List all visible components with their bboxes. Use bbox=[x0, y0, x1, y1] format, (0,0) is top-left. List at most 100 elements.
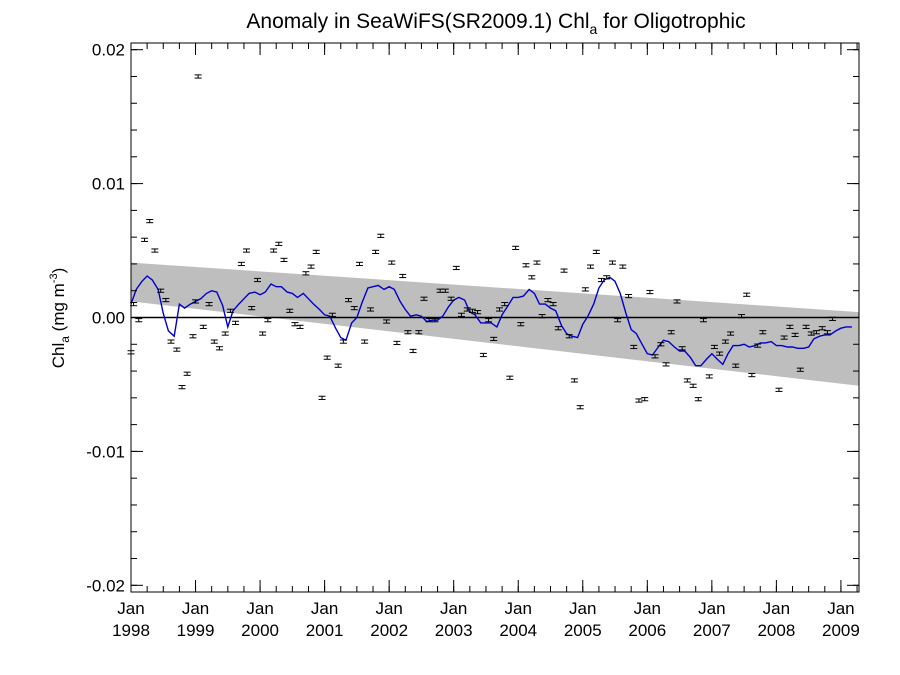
x-tick-label-year: 2006 bbox=[628, 621, 666, 640]
data-point bbox=[141, 237, 149, 242]
x-tick-label-year: 2003 bbox=[435, 621, 473, 640]
data-point bbox=[167, 339, 175, 344]
data-point bbox=[286, 308, 294, 313]
data-point bbox=[738, 314, 746, 319]
data-point bbox=[603, 275, 611, 280]
data-point bbox=[479, 352, 487, 358]
data-point bbox=[275, 241, 283, 246]
data-point bbox=[657, 342, 665, 347]
data-point bbox=[576, 405, 584, 410]
data-point bbox=[237, 261, 245, 267]
data-point bbox=[366, 307, 374, 312]
data-point bbox=[743, 292, 751, 297]
x-tick-label-year: 1999 bbox=[177, 621, 215, 640]
data-point bbox=[625, 293, 633, 299]
x-tick-label-year: 2000 bbox=[241, 621, 279, 640]
data-point bbox=[538, 314, 546, 319]
data-point bbox=[323, 355, 331, 360]
data-point bbox=[560, 268, 568, 273]
data-point bbox=[264, 318, 272, 323]
x-tick-label-month: Jan bbox=[375, 599, 402, 618]
x-tick-label-month: Jan bbox=[569, 599, 596, 618]
data-point bbox=[205, 302, 213, 307]
y-tick-label: 0.00 bbox=[92, 309, 125, 328]
data-point bbox=[226, 308, 234, 313]
data-point bbox=[318, 395, 326, 400]
data-point bbox=[646, 289, 654, 295]
data-point bbox=[651, 354, 659, 359]
x-tick-label-year: 2008 bbox=[757, 621, 795, 640]
data-point bbox=[302, 271, 310, 276]
data-point bbox=[189, 334, 197, 339]
x-tick-label-month: Jan bbox=[440, 599, 467, 618]
data-point bbox=[641, 397, 649, 402]
data-point bbox=[199, 324, 207, 329]
data-point bbox=[592, 249, 600, 254]
data-point bbox=[721, 339, 729, 344]
data-point bbox=[619, 264, 627, 269]
x-tick-label-year: 2007 bbox=[693, 621, 731, 640]
smooth-line-layer bbox=[130, 275, 852, 367]
data-point bbox=[221, 331, 229, 336]
data-point bbox=[232, 320, 240, 325]
x-tick-label-year: 2002 bbox=[370, 621, 408, 640]
data-point bbox=[608, 260, 616, 265]
data-point bbox=[372, 249, 380, 254]
data-point bbox=[716, 351, 724, 356]
data-point bbox=[194, 74, 202, 79]
data-point bbox=[344, 297, 352, 303]
data-point bbox=[748, 372, 756, 378]
data-point bbox=[786, 324, 794, 329]
data-point bbox=[135, 318, 143, 323]
data-point bbox=[452, 265, 460, 271]
data-point bbox=[694, 397, 702, 402]
data-point bbox=[270, 248, 278, 253]
data-point bbox=[544, 297, 552, 303]
data-point bbox=[517, 322, 525, 327]
data-point bbox=[490, 336, 498, 342]
tick-labels-layer: -0.02 -0.01 0.00 0.01 0.02 Jan 1998 Jan 1999 Jan 2… bbox=[86, 41, 860, 640]
data-point bbox=[635, 398, 643, 403]
data-point bbox=[210, 339, 218, 344]
data-point bbox=[614, 318, 622, 323]
data-point bbox=[146, 218, 154, 224]
data-point bbox=[151, 248, 159, 253]
data-point bbox=[683, 378, 691, 383]
data-point bbox=[192, 299, 200, 304]
data-point bbox=[732, 363, 740, 368]
data-point bbox=[522, 263, 530, 268]
data-point bbox=[388, 260, 396, 265]
x-tick-label-month: Jan bbox=[763, 599, 790, 618]
data-point bbox=[549, 302, 557, 307]
y-tick-label: 0.02 bbox=[92, 41, 125, 60]
data-point bbox=[512, 245, 520, 250]
data-point bbox=[485, 318, 493, 323]
data-point bbox=[468, 308, 476, 313]
y-axis-label: Chla (mg m-3) bbox=[48, 268, 72, 369]
data-point bbox=[829, 316, 837, 321]
data-point bbox=[673, 299, 681, 304]
axes-layer bbox=[130, 42, 860, 593]
data-point bbox=[710, 344, 718, 350]
chart-title-subscript: a bbox=[590, 21, 598, 37]
data-point bbox=[399, 273, 407, 279]
smooth-line bbox=[130, 275, 852, 367]
data-point bbox=[791, 332, 799, 338]
data-point bbox=[630, 344, 638, 350]
data-point bbox=[823, 330, 831, 335]
data-point bbox=[662, 362, 670, 367]
x-tick-label-month: Jan bbox=[698, 599, 725, 618]
y-tick-label: -0.02 bbox=[86, 576, 125, 595]
data-point bbox=[393, 340, 401, 346]
data-point bbox=[812, 330, 820, 335]
data-point bbox=[807, 331, 815, 336]
data-point bbox=[173, 347, 181, 352]
y-tick-label: 0.01 bbox=[92, 175, 125, 194]
data-point bbox=[431, 318, 439, 323]
x-tick-label-month: Jan bbox=[117, 599, 144, 618]
data-point bbox=[457, 312, 465, 317]
x-tick-label-month: Jan bbox=[182, 599, 209, 618]
x-tick-label-month: Jan bbox=[505, 599, 532, 618]
x-tick-label-month: Jan bbox=[311, 599, 338, 618]
data-point bbox=[339, 339, 347, 344]
